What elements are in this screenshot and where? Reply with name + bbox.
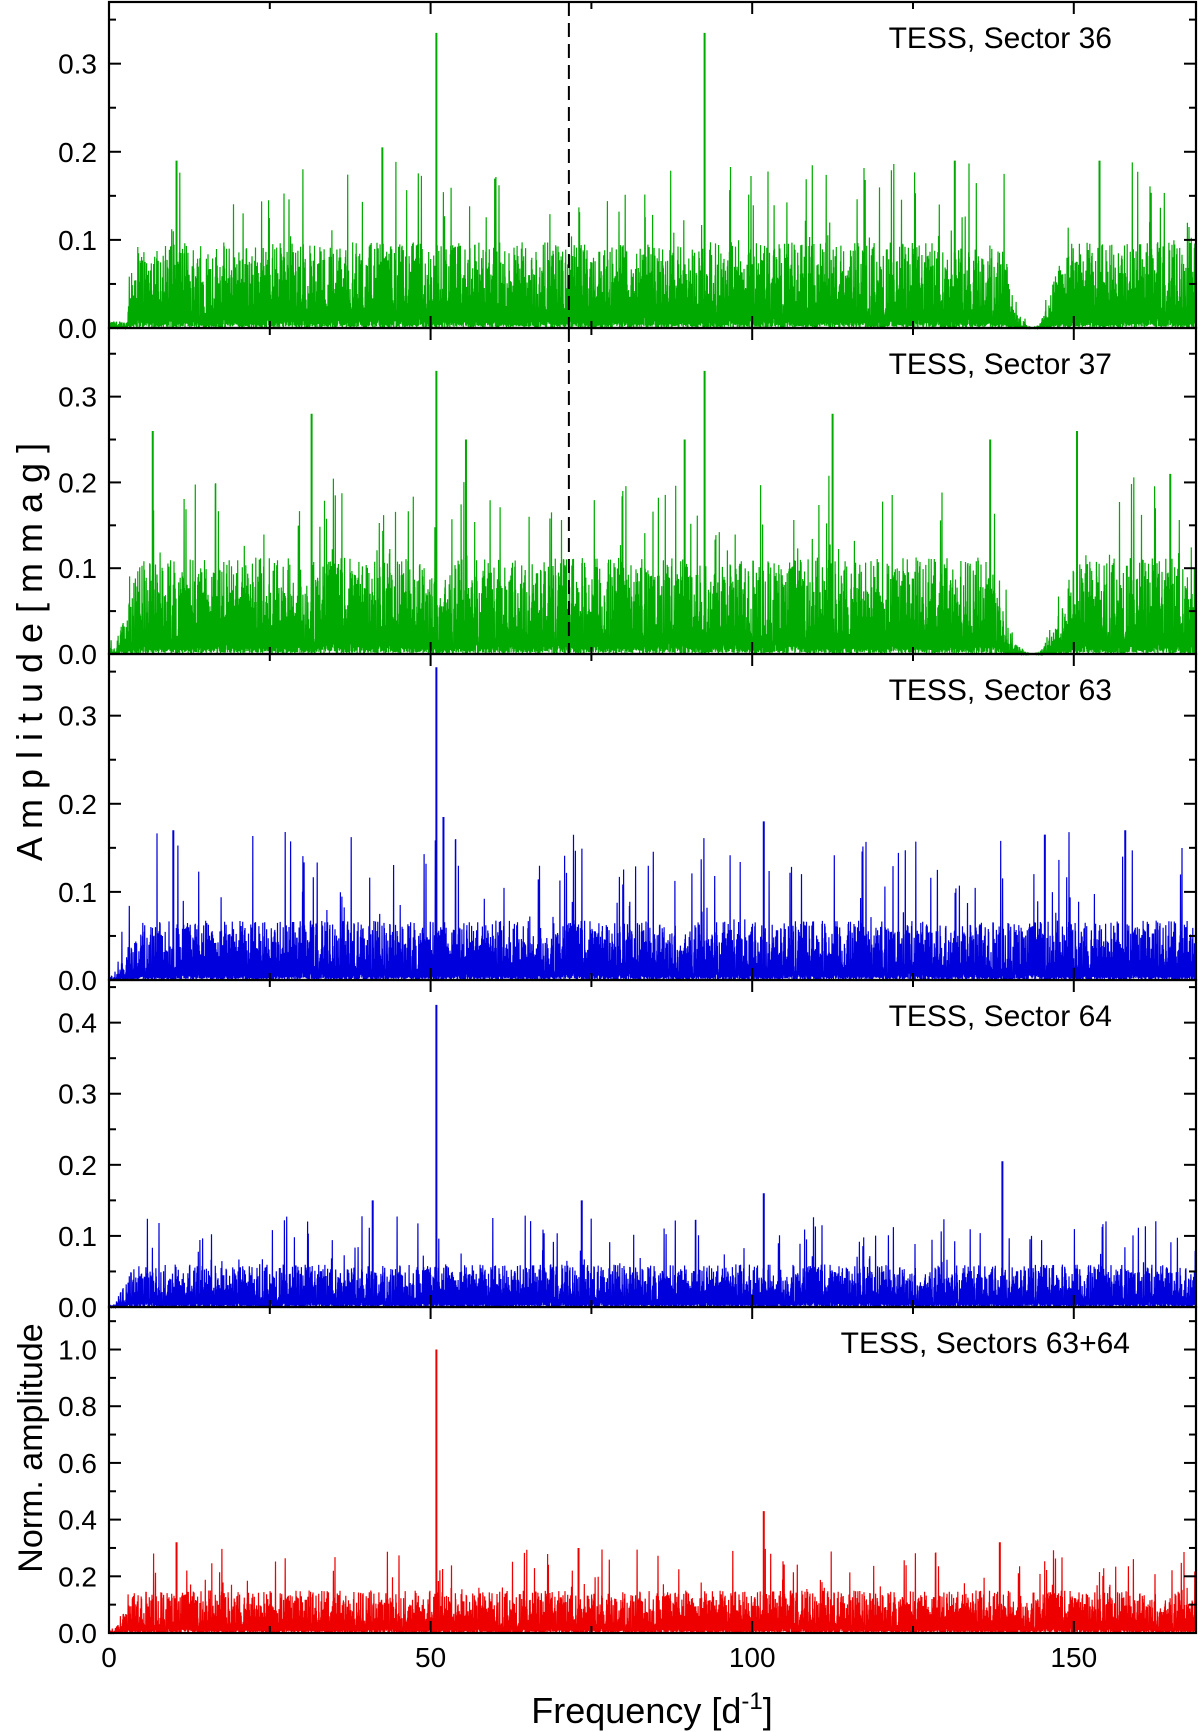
panel-sector64: 0.0 0.1 0.2 0.3 0.4 TESS, Sector 64 <box>58 978 1198 1323</box>
x-axis-label-main: Frequency [d <box>531 1690 741 1731</box>
y-tick-label: 1.0 <box>58 1335 97 1366</box>
y-tick-label: 0.3 <box>58 701 97 732</box>
panel-annotation: TESS, Sector 36 <box>889 22 1112 55</box>
x-tick-label: 150 <box>1050 1642 1097 1673</box>
panel-annotation: TESS, Sector 64 <box>889 1000 1112 1033</box>
panels: 0.0 0.1 0.2 0.3 TESS, Sector 36 0.0 0.1 0.2 0.3 T… <box>58 0 1198 1673</box>
series-noise <box>108 831 1197 983</box>
x-axis-label: Frequency [d-1] <box>531 1688 772 1731</box>
y-tick-label: 0.1 <box>58 553 97 584</box>
y-tick-label: 0.0 <box>58 965 97 996</box>
y-tick-label: 0.4 <box>58 1505 97 1536</box>
y-tick-label: 0.3 <box>58 49 97 80</box>
y-tick-label: 0.1 <box>58 1221 97 1252</box>
y-tick-label: 0.2 <box>58 467 97 498</box>
y-axis-label-norm: Norm. amplitude <box>12 1323 50 1572</box>
x-axis-label-sup: -1 <box>741 1688 762 1715</box>
panel-sector36: 0.0 0.1 0.2 0.3 TESS, Sector 36 <box>58 0 1198 344</box>
y-axis-label-amplitude: A m p l i t u d e [ m m a g ] <box>9 443 50 861</box>
panel-annotation: TESS, Sector 37 <box>889 348 1112 381</box>
y-tick-label: 0.6 <box>58 1448 97 1479</box>
y-tick-label: 0.8 <box>58 1391 97 1422</box>
y-tick-label: 0.2 <box>58 789 97 820</box>
x-tick-label: 100 <box>729 1642 776 1673</box>
y-tick-label: 0.0 <box>58 1618 97 1649</box>
y-tick-label: 0.0 <box>58 639 97 670</box>
y-tick-label: 0.0 <box>58 1292 97 1323</box>
y-tick-label: 0.4 <box>58 1008 97 1039</box>
x-tick-label: 0 <box>101 1642 117 1673</box>
panel-annotation: TESS, Sectors 63+64 <box>841 1327 1130 1360</box>
y-tick-label: 0.3 <box>58 382 97 413</box>
y-tick-label: 0.2 <box>58 1150 97 1181</box>
panel-annotation: TESS, Sector 63 <box>889 674 1112 707</box>
series-noise <box>108 161 1197 331</box>
x-tick-label: 50 <box>415 1642 446 1673</box>
series-noise <box>108 475 1197 657</box>
y-tick-label: 0.2 <box>58 1561 97 1592</box>
panel-sector37: 0.0 0.1 0.2 0.3 TESS, Sector 37 <box>58 326 1198 670</box>
x-axis-label-end: ] <box>763 1690 773 1731</box>
y-tick-label: 0.1 <box>58 877 97 908</box>
y-tick-label: 0.0 <box>58 313 97 344</box>
y-tick-label: 0.3 <box>58 1079 97 1110</box>
y-tick-label: 0.1 <box>58 225 97 256</box>
panel-frame <box>107 1305 1198 1635</box>
panel-sectors63_64: 0.0 0.2 0.4 0.6 0.8 1.0 0 50 100 150 TESS, Sectors… <box>58 1305 1198 1673</box>
y-tick-label: 0.2 <box>58 137 97 168</box>
series-noise <box>108 1215 1197 1310</box>
series-noise <box>108 1548 1197 1635</box>
panel-sector63: 0.0 0.1 0.2 0.3 TESS, Sector 63 <box>58 652 1198 996</box>
